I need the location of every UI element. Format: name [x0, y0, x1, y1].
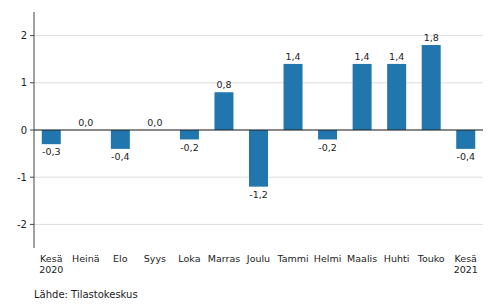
data-label: 1,4	[285, 51, 300, 62]
x-tick-label: Helmi	[314, 253, 342, 264]
x-tick-label-line: Loka	[178, 253, 200, 264]
y-tick-label: -1	[17, 172, 27, 183]
data-label: -0,2	[318, 142, 337, 153]
data-label: 1,8	[424, 32, 439, 43]
bar	[180, 130, 199, 139]
x-tick-label: Kesä2021	[454, 253, 478, 275]
x-tick-label-line: Helmi	[314, 253, 342, 264]
bar	[214, 92, 233, 130]
bar	[42, 130, 61, 144]
data-label: 0,0	[78, 117, 93, 128]
y-tick-label: 2	[21, 30, 27, 41]
x-tick-label: Elo	[113, 253, 128, 264]
data-label: 1,4	[389, 51, 404, 62]
data-label: 0,8	[216, 79, 231, 90]
bar	[318, 130, 337, 139]
x-tick-label-line: Heinä	[72, 253, 99, 264]
grid-line	[34, 130, 483, 131]
x-axis: Kesä2020HeinäEloSyysLokaMarrasJouluTammi…	[39, 253, 478, 275]
footer: Lähde: Tilastokeskus	[34, 289, 138, 300]
x-tick-label: Huhti	[384, 253, 410, 264]
x-tick-label: Syys	[144, 253, 166, 264]
x-tick-label-line: Touko	[417, 253, 445, 264]
data-label: -0,2	[180, 142, 199, 153]
data-labels: -0,3 0,0 -0,4 0,0 -0,2 0,8 -1,2 1,4 -0,2 1,4 1,4 1,…	[42, 32, 475, 200]
y-tick	[30, 82, 34, 83]
x-tick-label-line: Kesä	[40, 253, 62, 264]
x-tick-label-line: 2020	[39, 264, 63, 275]
x-tick-label-line: Kesä	[455, 253, 477, 264]
bar	[353, 64, 372, 130]
page: {"chart_data": {"type": "bar", "categori…	[0, 0, 493, 304]
grid-line	[34, 224, 483, 225]
bar	[387, 64, 406, 130]
x-tick-label: Tammi	[276, 253, 308, 264]
y-tick-label: 1	[21, 77, 27, 88]
bar	[284, 64, 303, 130]
bar	[249, 130, 268, 187]
x-tick-label: Loka	[178, 253, 200, 264]
x-tick-label-line: Marras	[208, 253, 240, 264]
y-tick	[30, 177, 34, 178]
x-tick-label-line: Huhti	[384, 253, 410, 264]
x-tick-label: Maalis	[347, 253, 377, 264]
zero-line	[34, 130, 483, 131]
x-tick-label-line: Elo	[113, 253, 128, 264]
bars	[42, 45, 475, 187]
data-label: -1,2	[249, 189, 268, 200]
grid-line	[34, 35, 483, 36]
chart-container: -2 -1 0 1 2 -0,3 0,0 -0,4 0,0 -0,2 0,8 -1,2 1,4 -0,2 1…	[0, 0, 493, 304]
x-tick-label-line: Joulu	[246, 253, 270, 264]
x-tick-label: Kesä2020	[39, 253, 63, 275]
y-tick	[30, 35, 34, 36]
x-tick-label: Joulu	[246, 253, 270, 264]
data-label: -0,4	[111, 151, 130, 162]
chart: -2 -1 0 1 2 -0,3 0,0 -0,4 0,0 -0,2 0,8 -1,2 1,4 -0,2 1…	[0, 0, 493, 304]
data-label: 0,0	[147, 117, 162, 128]
y-tick	[30, 130, 34, 131]
y-tick-label: -2	[17, 219, 27, 230]
x-tick-label-line: Tammi	[276, 253, 308, 264]
data-label: -0,4	[456, 151, 475, 162]
y-tick-label: 0	[21, 125, 27, 136]
y-axis: -2 -1 0 1 2	[17, 12, 483, 248]
x-tick-label: Heinä	[72, 253, 99, 264]
x-tick-label-line: 2021	[454, 264, 478, 275]
bar	[456, 130, 475, 149]
x-tick-label: Touko	[417, 253, 445, 264]
x-tick-label-line: Maalis	[347, 253, 377, 264]
data-label: -0,3	[42, 146, 61, 157]
bar	[422, 45, 441, 130]
x-tick-label: Marras	[208, 253, 240, 264]
bar	[111, 130, 130, 149]
grid-line	[34, 82, 483, 83]
x-tick-label-line: Syys	[144, 253, 166, 264]
y-tick	[30, 224, 34, 225]
data-label: 1,4	[355, 51, 370, 62]
